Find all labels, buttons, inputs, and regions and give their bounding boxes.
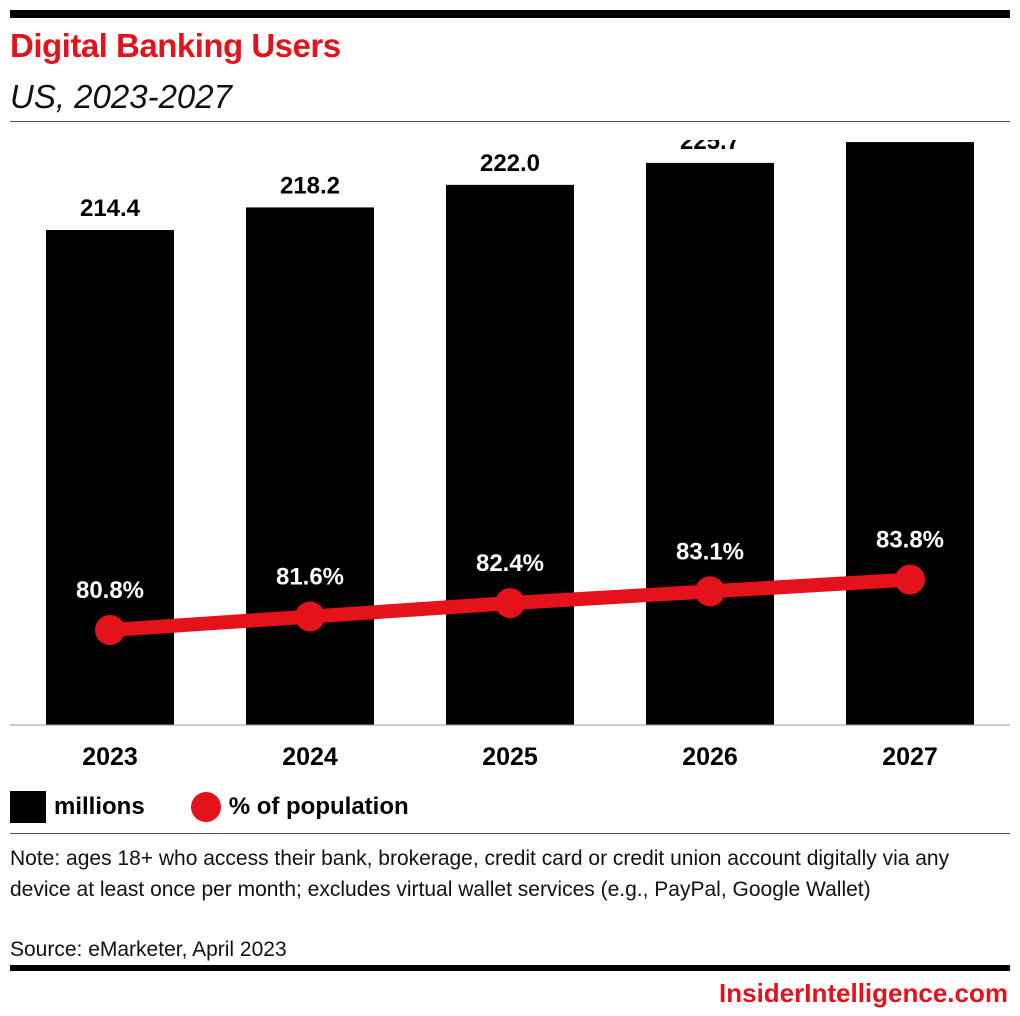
x-tick-2024: 2024 <box>282 743 338 771</box>
bar-value-label-2025: 222.0 <box>480 150 540 177</box>
bar-2024 <box>246 207 374 726</box>
brand-logo-text: InsiderIntelligence.com <box>719 978 1008 1008</box>
chart-note: Note: ages 18+ who access their bank, br… <box>10 847 950 901</box>
line-value-label-2023: 80.8% <box>76 577 144 604</box>
line-value-label-2027: 83.8% <box>876 527 944 554</box>
line-value-label-2024: 81.6% <box>276 564 344 591</box>
legend-bar-label: millions <box>54 793 145 820</box>
line-value-labels: 80.8% 81.6% 82.4% 83.1% 83.8% <box>76 527 944 604</box>
line-point-2024 <box>295 601 325 632</box>
x-tick-2025: 2025 <box>482 743 538 771</box>
line-point-2023 <box>95 615 125 645</box>
chart-subtitle: US, 2023-2027 <box>10 78 232 115</box>
x-tick-2026: 2026 <box>682 743 738 771</box>
bar-value-label-2023: 214.4 <box>80 195 141 222</box>
chart-source: Source: eMarketer, April 2023 <box>10 938 287 961</box>
line-value-label-2026: 83.1% <box>676 538 744 565</box>
bar-value-label-2024: 218.2 <box>280 172 340 199</box>
bar-2025 <box>446 184 574 725</box>
legend-line-label: % of population <box>228 793 409 820</box>
bottom-rule <box>10 965 1010 971</box>
legend: millions % of population <box>10 790 409 824</box>
bar-2026 <box>646 162 774 726</box>
line-point-2025 <box>495 588 525 619</box>
bar-value-label-2026: 225.7 <box>680 140 740 155</box>
legend-bar-swatch <box>10 791 46 823</box>
legend-line-swatch <box>190 792 221 822</box>
bar-series <box>46 142 974 726</box>
line-value-label-2025: 82.4% <box>476 550 544 577</box>
line-point-2027 <box>895 564 925 595</box>
bar-2023 <box>46 230 174 725</box>
bar-2027 <box>846 142 974 725</box>
chart-title: Digital Banking Users <box>10 27 341 64</box>
top-rule <box>10 10 1010 18</box>
x-tick-2027: 2027 <box>882 743 938 771</box>
x-tick-2023: 2023 <box>82 743 138 771</box>
line-series <box>95 564 925 645</box>
line-point-2026 <box>695 576 725 607</box>
title-divider <box>10 121 1010 122</box>
legend-divider <box>10 833 1010 834</box>
x-axis-tick-labels: 2023 2024 2025 2026 2027 <box>82 743 938 771</box>
